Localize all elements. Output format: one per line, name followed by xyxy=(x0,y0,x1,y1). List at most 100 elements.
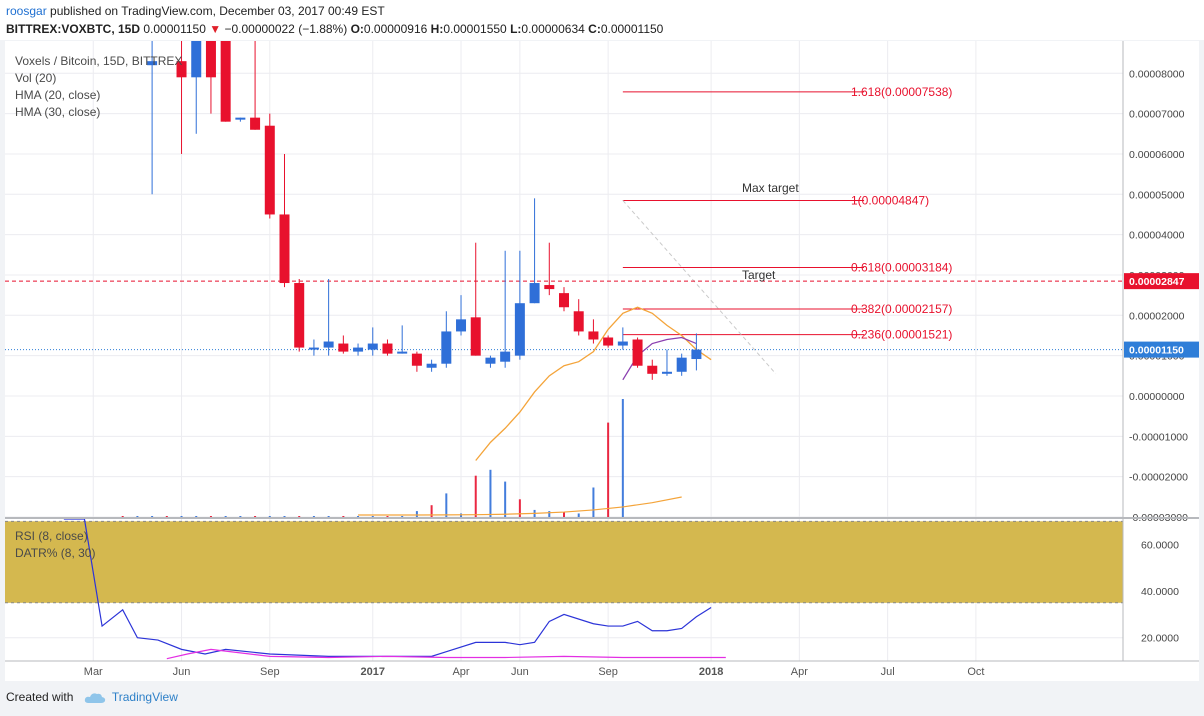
y-tick-label: -0.00001000 xyxy=(1129,431,1188,443)
candle-body xyxy=(500,351,511,362)
volume-bar xyxy=(298,516,301,517)
candle-body xyxy=(382,343,393,354)
candle-body xyxy=(603,337,614,346)
down-arrow-icon: ▼ xyxy=(209,22,222,36)
candle-body xyxy=(426,363,437,368)
candle-body xyxy=(411,353,422,366)
candle-body xyxy=(661,371,672,374)
legend-rsi: RSI (8, close) xyxy=(15,529,88,543)
publish-line: roosgar published on TradingView.com, De… xyxy=(6,4,385,18)
high-label: H: xyxy=(430,22,444,36)
fib-levels: 1.618(0.00007538) 1(0.00004847) 0.618(0.00… xyxy=(5,85,1123,375)
fib-level-label: 1(0.00004847) xyxy=(851,193,929,207)
candle-body xyxy=(617,341,628,346)
x-tick-label: Apr xyxy=(452,666,469,678)
y-tick-label: 0.00006000 xyxy=(1129,149,1185,161)
volume-bar xyxy=(224,516,227,517)
annotations: Max target Target xyxy=(742,181,799,282)
candle-body xyxy=(529,283,540,304)
volume-bar xyxy=(327,516,330,517)
volume-bar xyxy=(283,516,286,517)
candle-body xyxy=(205,41,216,78)
close-value: 0.00001150 xyxy=(600,22,664,36)
candle-body xyxy=(279,214,290,284)
main-legend: Voxels / Bitcoin, 15D, BITTREX Vol (20) … xyxy=(15,54,182,119)
x-tick-label: Jul xyxy=(881,666,895,678)
x-tick-label: Jun xyxy=(511,666,529,678)
candle-body xyxy=(264,125,275,215)
candle-body xyxy=(456,319,467,332)
legend-datr: DATR% (8, 30) xyxy=(15,546,95,560)
x-tick-label: 2018 xyxy=(699,666,723,678)
candle-body xyxy=(147,61,158,66)
candle-body xyxy=(176,61,187,78)
last-price-value: 0.00001150 xyxy=(143,22,206,36)
volume-bars xyxy=(121,399,682,517)
volume-bar xyxy=(121,516,124,517)
datr-line xyxy=(166,648,726,660)
legend-hma30: HMA (30, close) xyxy=(15,105,100,119)
volume-ma-line xyxy=(358,496,682,516)
low-value: 0.00000634 xyxy=(521,22,585,36)
volume-bar xyxy=(518,499,521,517)
candle-body xyxy=(588,331,599,340)
volume-bar xyxy=(136,516,139,517)
author-link[interactable]: roosgar xyxy=(6,4,47,18)
tradingview-brand-link[interactable]: TradingView xyxy=(111,690,178,704)
candle-body xyxy=(559,293,569,308)
x-tick-label: 2017 xyxy=(361,666,385,678)
target-trend-line xyxy=(622,200,777,375)
candle-body xyxy=(514,303,525,356)
volume-bar xyxy=(577,513,580,517)
fib-level-label: 0.236(0.00001521) xyxy=(851,328,952,342)
y-tick-label: -0.00002000 xyxy=(1129,472,1188,484)
created-with-text: Created with xyxy=(6,690,74,704)
volume-bar xyxy=(342,516,345,517)
legend-volume: Vol (20) xyxy=(15,71,56,85)
candle-body xyxy=(573,311,584,332)
candles xyxy=(147,41,702,380)
legend-main-title: Voxels / Bitcoin, 15D, BITTREX xyxy=(15,54,182,68)
candle-body xyxy=(353,347,364,352)
fib-level-label: 0.618(0.00003184) xyxy=(851,261,952,275)
volume-bar xyxy=(254,516,257,517)
x-tick-label: Mar xyxy=(84,666,103,678)
y-tick-label: 0.00000000 xyxy=(1129,391,1185,403)
chart-svg[interactable]: 1.618(0.00007538) 1(0.00004847) 0.618(0.00… xyxy=(5,41,1199,681)
candle-body xyxy=(691,349,702,360)
candle-body xyxy=(220,41,231,122)
candle-body xyxy=(485,357,496,364)
candle-body xyxy=(676,357,687,372)
candle-body xyxy=(647,365,658,374)
rsi-y-tick-label: 60.0000 xyxy=(1141,540,1179,552)
cloud-logo-icon xyxy=(84,693,105,703)
volume-bar xyxy=(371,516,374,517)
x-tick-label: Sep xyxy=(598,666,618,678)
volume-bar xyxy=(195,516,198,517)
rsi-line xyxy=(63,518,712,657)
volume-bar xyxy=(180,516,183,517)
candle-body xyxy=(191,41,202,78)
volume-bar xyxy=(563,512,565,517)
candle-body xyxy=(632,339,643,366)
volume-bar xyxy=(489,469,492,517)
volume-bar xyxy=(548,511,551,517)
rsi-y-tick-label: 20.0000 xyxy=(1141,633,1179,645)
volume-bar xyxy=(357,516,360,517)
candle-body xyxy=(294,283,305,348)
candle-body xyxy=(235,117,246,120)
x-tick-label: Apr xyxy=(791,666,808,678)
y-tick-label: 0.00005000 xyxy=(1129,189,1185,201)
volume-bar xyxy=(151,516,154,517)
y-tick-label: 0.00002000 xyxy=(1129,310,1185,322)
candle-body xyxy=(544,285,555,290)
volume-bar xyxy=(268,516,271,517)
high-value: 0.00001550 xyxy=(443,22,507,36)
symbol-label: BITTREX:VOXBTC, 15D xyxy=(6,22,141,36)
chart-area[interactable]: 1.618(0.00007538) 1(0.00004847) 0.618(0.00… xyxy=(5,41,1199,681)
volume-bar xyxy=(621,399,624,517)
header-bar: roosgar published on TradingView.com, De… xyxy=(0,0,1204,40)
rsi-band xyxy=(5,520,1123,604)
volume-bar xyxy=(415,511,418,517)
y-tick-label: 0.00008000 xyxy=(1129,68,1185,80)
